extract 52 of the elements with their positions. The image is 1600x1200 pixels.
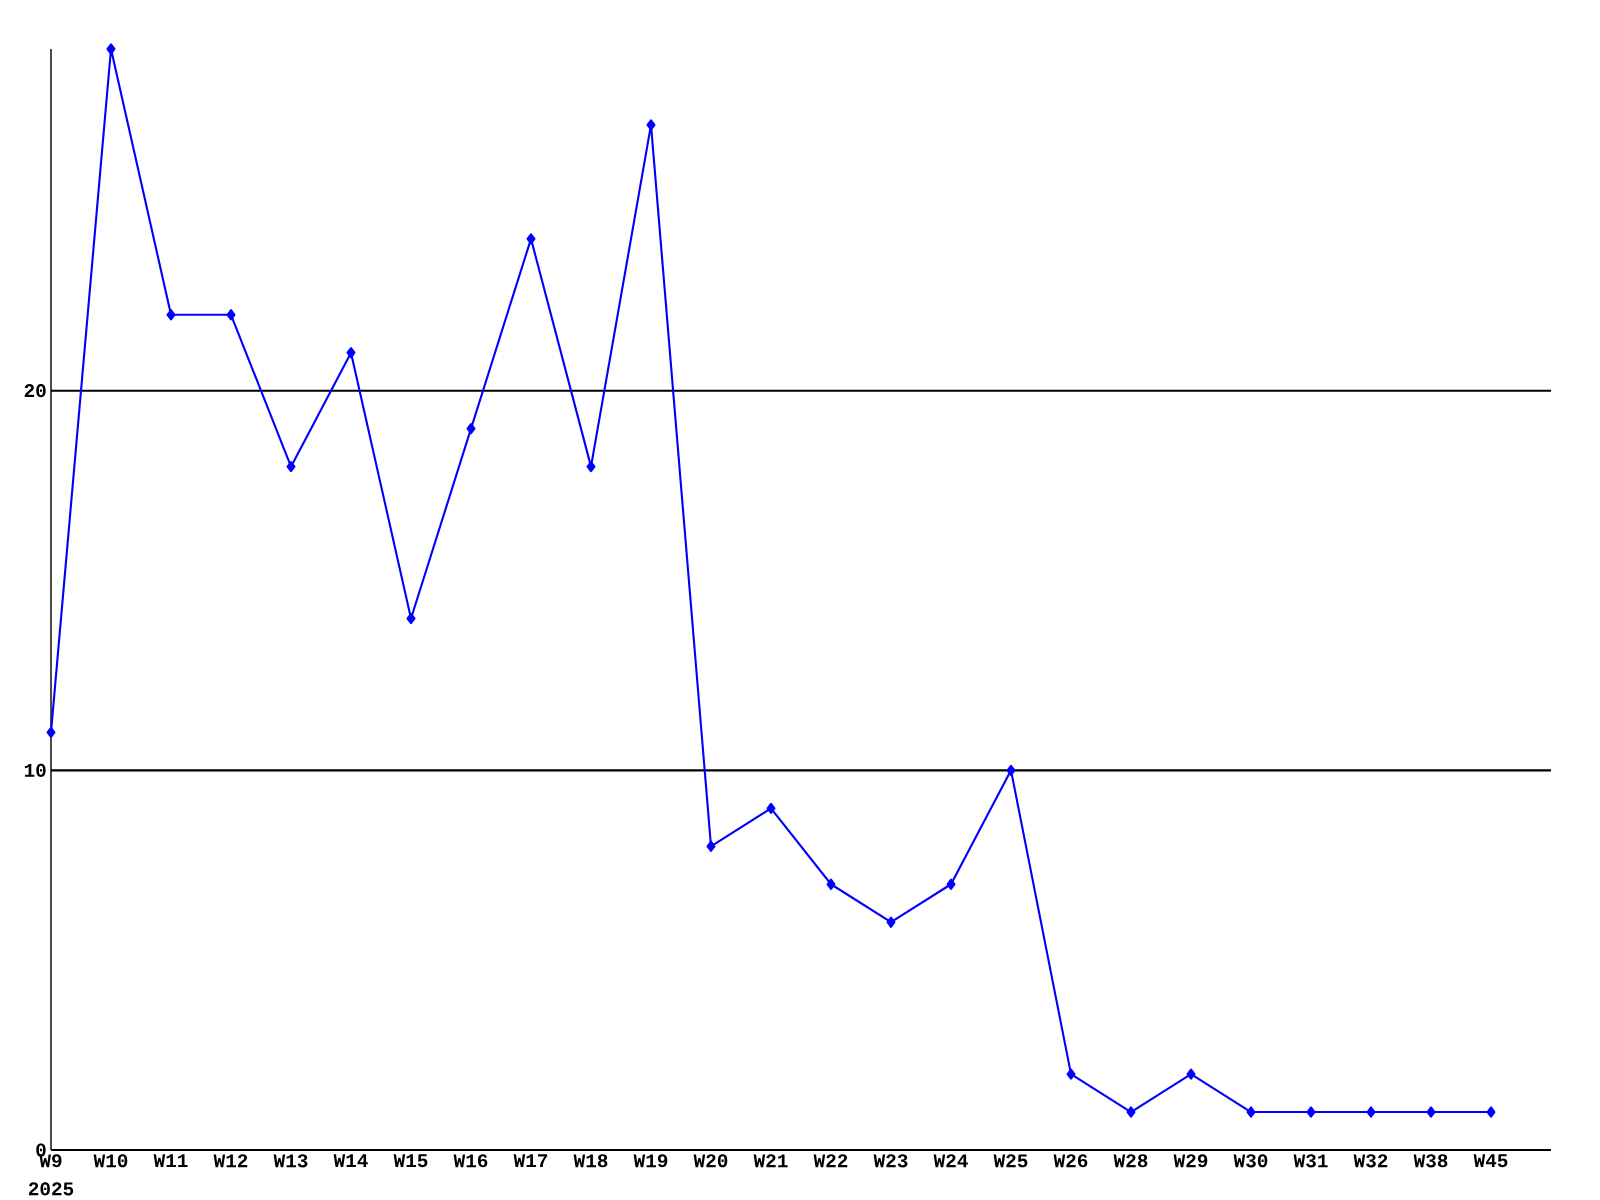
point bbox=[1186, 1068, 1196, 1080]
x-tick-label: W19 bbox=[633, 1154, 668, 1168]
point bbox=[1306, 1106, 1316, 1118]
point bbox=[166, 309, 176, 321]
point bbox=[766, 802, 776, 814]
point bbox=[646, 119, 656, 131]
point bbox=[526, 233, 536, 245]
y-tick-label: 10 bbox=[24, 763, 46, 777]
x-tick-label: W38 bbox=[1413, 1154, 1448, 1168]
x-tick-label: W16 bbox=[453, 1154, 488, 1168]
x-tick-label: W31 bbox=[1293, 1154, 1328, 1168]
x-tick-label: W10 bbox=[93, 1154, 128, 1168]
point bbox=[1486, 1106, 1496, 1118]
point bbox=[706, 840, 716, 852]
point bbox=[886, 916, 896, 928]
point bbox=[106, 43, 116, 55]
x-tick-label: W12 bbox=[213, 1154, 248, 1168]
x-tick-label: W15 bbox=[393, 1154, 428, 1168]
x-tick-label: W30 bbox=[1233, 1154, 1268, 1168]
text: 2025 bbox=[28, 1182, 74, 1196]
x-tick-label: W28 bbox=[1113, 1154, 1148, 1168]
x-tick-label: W29 bbox=[1173, 1154, 1208, 1168]
x-tick-label: W24 bbox=[933, 1154, 968, 1168]
point bbox=[826, 878, 836, 890]
point bbox=[46, 726, 56, 739]
x-tick-label: W18 bbox=[573, 1154, 608, 1168]
point bbox=[1006, 764, 1016, 776]
point bbox=[1066, 1068, 1076, 1080]
point bbox=[226, 309, 236, 321]
x-tick-label: W20 bbox=[693, 1154, 728, 1168]
x-tick-label: W45 bbox=[1473, 1154, 1508, 1168]
y-tick-label: 20 bbox=[24, 384, 46, 398]
x-tick-label: W11 bbox=[153, 1154, 188, 1167]
x-tick-label: W26 bbox=[1053, 1154, 1088, 1168]
point bbox=[1426, 1106, 1436, 1118]
point bbox=[286, 461, 296, 473]
point bbox=[1246, 1106, 1256, 1118]
x-tick-label: W23 bbox=[873, 1154, 908, 1168]
x-tick-label: W32 bbox=[1353, 1154, 1388, 1168]
point bbox=[1126, 1106, 1136, 1118]
x-tick-label: W21 bbox=[753, 1154, 788, 1168]
point bbox=[586, 461, 596, 473]
x-tick-label: W25 bbox=[993, 1154, 1028, 1168]
point bbox=[946, 878, 956, 890]
x-tick-label: W22 bbox=[813, 1154, 848, 1168]
point bbox=[346, 347, 356, 359]
x-tick-label: W17 bbox=[513, 1154, 548, 1167]
x-tick-label: W14 bbox=[333, 1154, 368, 1167]
point bbox=[466, 423, 476, 435]
point bbox=[406, 612, 416, 625]
x-tick-label: W13 bbox=[273, 1154, 308, 1168]
point bbox=[1366, 1106, 1376, 1118]
